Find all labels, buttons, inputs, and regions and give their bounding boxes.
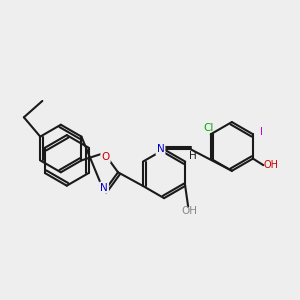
Text: OH: OH: [182, 206, 198, 216]
Text: O: O: [101, 152, 110, 162]
Text: OH: OH: [264, 160, 279, 170]
Text: I: I: [260, 127, 263, 137]
Text: Cl: Cl: [203, 123, 214, 133]
Text: N: N: [157, 144, 164, 154]
Text: N: N: [100, 183, 108, 193]
Text: H: H: [189, 151, 197, 161]
